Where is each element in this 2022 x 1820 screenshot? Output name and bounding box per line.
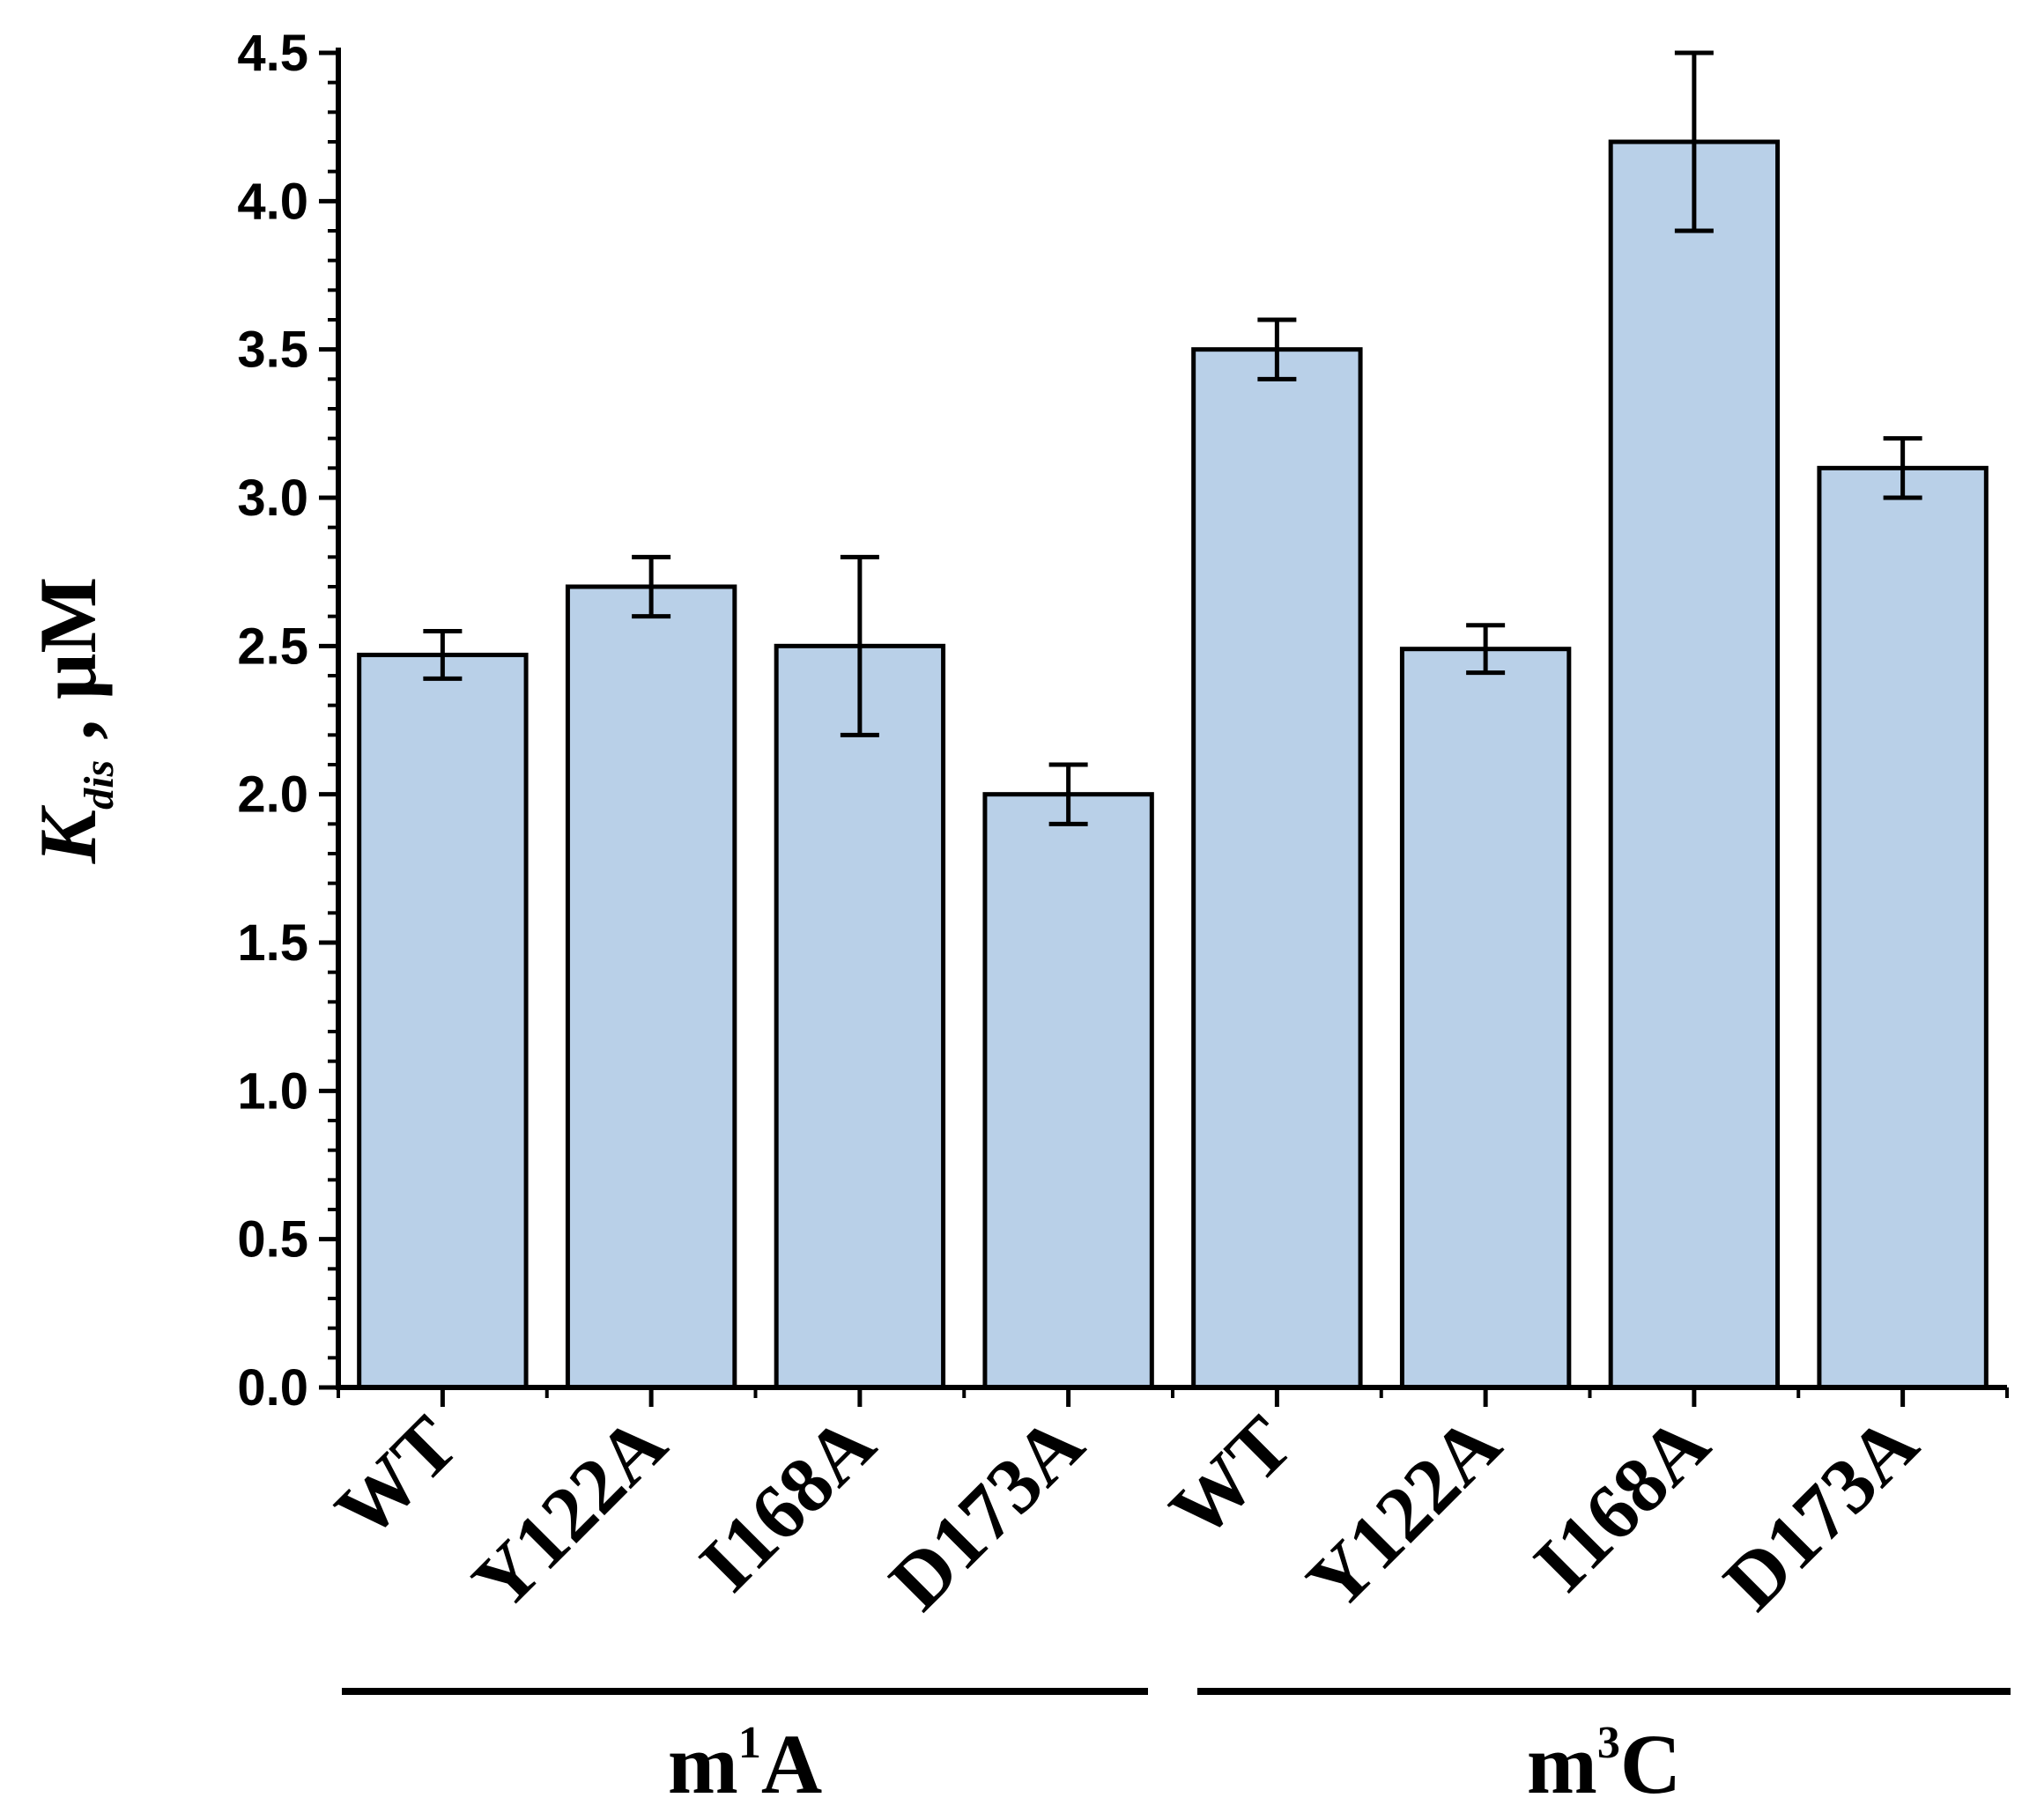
y-tick-label: 1.0 (237, 1062, 308, 1120)
bar-0 (357, 652, 529, 1390)
y-tick-label: 1.5 (237, 914, 308, 972)
bar-4 (1191, 347, 1363, 1390)
y-tick-label: 2.5 (237, 618, 308, 675)
x-tick-label: I168A (684, 1400, 892, 1608)
axes (319, 48, 2011, 1695)
x-tick-label: Y122A (1291, 1400, 1517, 1626)
x-tick-label: Y122A (456, 1400, 683, 1626)
y-tick-label: 0.0 (237, 1359, 308, 1417)
y-tick-label: 4.0 (237, 173, 308, 230)
bar-2 (774, 643, 946, 1390)
y-tick-label: 4.5 (237, 25, 308, 82)
x-tick-label: WT (319, 1400, 474, 1555)
y-tick-label: 0.5 (237, 1211, 308, 1269)
bar-5 (1399, 647, 1572, 1390)
y-tick-label: 3.0 (237, 470, 308, 527)
bars (357, 50, 1989, 1390)
bar-3 (982, 792, 1154, 1390)
bar-6 (1608, 139, 1781, 1390)
group-label: m1A (668, 1717, 822, 1811)
y-tick-label: 2.0 (237, 766, 308, 824)
bar-1 (565, 584, 737, 1390)
group-label: m3C (1527, 1717, 1681, 1811)
y-axis-label: Kdis , μM (23, 577, 122, 864)
x-tick-label: D173A (873, 1400, 1100, 1626)
x-tick-label: WT (1153, 1400, 1308, 1555)
y-tick-label: 3.5 (237, 322, 308, 379)
x-tick-label: D173A (1707, 1400, 1934, 1626)
bar-7 (1817, 465, 1989, 1390)
x-tick-label: I168A (1518, 1400, 1726, 1608)
